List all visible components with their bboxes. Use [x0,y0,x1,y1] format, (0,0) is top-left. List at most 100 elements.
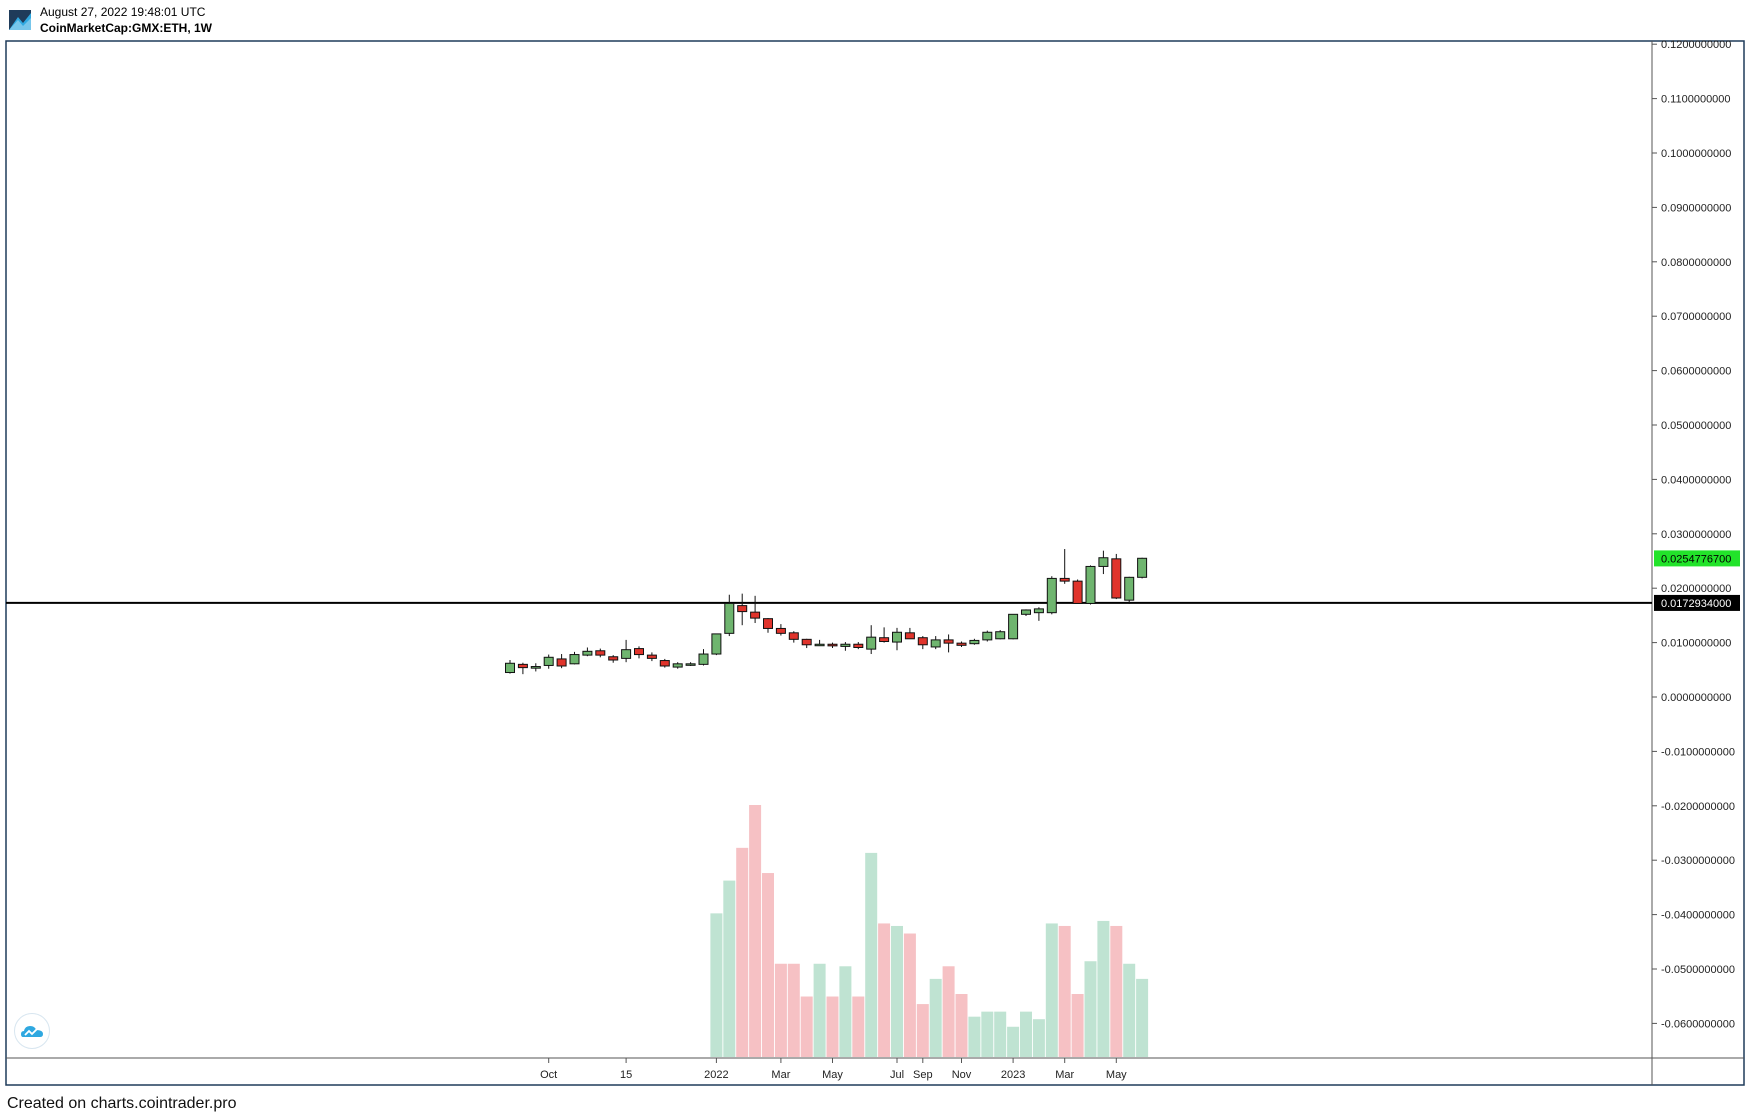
candle-body [1059,577,1070,582]
time-tick-label: Jul [890,1069,904,1081]
cointrader-badge[interactable] [14,1013,50,1049]
volume-bars [6,601,1652,1057]
candle-body [621,649,632,659]
candle-body [569,654,580,665]
candlesticks [505,549,1148,675]
candle-body [556,658,567,667]
candle-body [904,632,915,640]
volume-bar [903,933,916,1057]
candle-body [788,632,799,640]
candle-body [698,653,709,665]
price-tick-label: 0.0300000000 [1661,529,1731,541]
volume-bar [968,1016,981,1057]
price-tick-label: 0.1100000000 [1661,94,1731,106]
time-tick-label: Nov [952,1069,972,1081]
candle-body [1098,557,1109,567]
horizontal-line-tag-box [1654,594,1740,611]
time-tick-label: 2023 [1001,1069,1025,1081]
volume-bar [865,852,878,1057]
volume-bar [1058,925,1071,1057]
volume-bar [852,996,865,1057]
candle-body [543,656,554,666]
time-tick-label: 2022 [704,1069,728,1081]
price-tick-label: -0.0200000000 [1661,801,1735,813]
candle-body [1111,558,1122,599]
price-tick-label: 0.0400000000 [1661,474,1731,486]
volume-bar [1032,1019,1045,1057]
candle-body [853,643,864,648]
candle-body [608,656,619,661]
volume-bar [736,847,749,1057]
price-tick-label: 0.0500000000 [1661,420,1731,432]
candle-body [969,639,980,645]
candle-body [943,639,954,644]
candle-body [530,666,541,669]
volume-bar [981,1011,994,1057]
candle-body [750,611,761,619]
volume-bar [1123,963,1136,1057]
time-tick-label: Oct [540,1069,557,1081]
price-tick-label: -0.0600000000 [1661,1018,1735,1030]
candle-body [801,638,812,646]
volume-bar [813,963,826,1057]
volume-bar [774,963,787,1057]
time-tick-label: Mar [771,1069,790,1081]
candle-body [1046,577,1057,614]
last-price-tag-box [1654,550,1740,567]
candle-body [595,650,606,656]
candle-body [685,663,696,666]
volume-bar [878,923,891,1057]
price-tick-label: 0.0800000000 [1661,257,1731,269]
candle-body [659,660,670,667]
price-tick-label: -0.0400000000 [1661,910,1735,922]
volume-bar [942,966,955,1057]
price-tick-label: -0.0300000000 [1661,855,1735,867]
candle-body [517,663,528,669]
volume-bar [1110,925,1123,1057]
cointrader-logo-icon [9,10,31,30]
volume-bar [929,978,942,1057]
candle-body [505,662,515,674]
candle-body [711,633,722,655]
candle-body [724,602,735,634]
candle-body [840,643,851,647]
chart-frame [5,40,1745,1086]
candle-body [775,627,786,634]
price-tick-label: 0.1000000000 [1661,148,1731,160]
volume-bar [710,913,723,1057]
volume-bar [955,994,968,1057]
candle-body [1021,609,1031,615]
price-tick-label: 0.1200000000 [1661,39,1731,51]
candle-body [866,636,877,650]
candle-body [1085,565,1096,604]
candle-body [737,605,748,613]
price-tags: 0.0254776700 0.0172934000 [1654,550,1740,611]
volume-bar [1045,923,1058,1057]
candle-body [879,637,890,643]
volume-bar [1007,1026,1020,1057]
last-price-tag: 0.0254776700 [1661,553,1731,565]
time-tick-label: 15 [620,1069,632,1081]
volume-bar [1136,978,1149,1057]
candle-body [827,643,838,647]
candle-body [956,642,967,646]
price-tick-label: -0.0100000000 [1661,746,1735,758]
volume-bar [787,963,800,1057]
volume-bar [762,873,774,1057]
footer-credit: Created on charts.cointrader.pro [7,1095,237,1112]
candle-body [582,650,593,656]
price-tick-label: 0.0200000000 [1661,583,1731,595]
candle-body [1008,613,1019,640]
candle-body [1124,576,1135,601]
chart-timestamp: August 27, 2022 19:48:01 UTC [40,5,206,19]
volume-bar [1084,961,1097,1057]
candle-body [672,663,683,668]
candle-body [1137,557,1148,578]
candle-body [930,639,941,648]
candle-body [814,643,825,647]
time-tick-label: May [1106,1069,1127,1081]
volume-bar [826,996,839,1057]
cloud-chart-icon [21,1026,43,1037]
price-tick-label: 0.0700000000 [1661,311,1731,323]
